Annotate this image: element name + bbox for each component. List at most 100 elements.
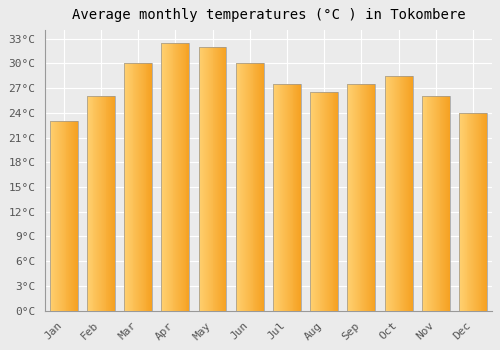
Bar	[99, 96, 100, 310]
Bar	[178, 43, 179, 310]
Bar	[392, 76, 393, 310]
Bar	[140, 63, 141, 310]
Bar	[94, 96, 96, 310]
Bar	[407, 76, 408, 310]
Bar	[428, 96, 430, 310]
Bar	[87, 96, 115, 310]
Bar	[398, 76, 400, 310]
Bar	[165, 43, 166, 310]
Bar	[408, 76, 409, 310]
Bar	[162, 43, 163, 310]
Bar	[209, 47, 210, 310]
Bar	[459, 113, 460, 310]
Bar	[362, 84, 364, 310]
Bar	[275, 84, 276, 310]
Bar	[258, 63, 259, 310]
Bar	[327, 92, 328, 310]
Bar	[125, 63, 126, 310]
Bar	[50, 121, 78, 310]
Bar	[405, 76, 406, 310]
Bar	[254, 63, 256, 310]
Bar	[172, 43, 174, 310]
Bar	[386, 76, 388, 310]
Bar	[260, 63, 261, 310]
Bar	[54, 121, 56, 310]
Bar	[397, 76, 398, 310]
Bar	[52, 121, 54, 310]
Bar	[430, 96, 431, 310]
Bar	[470, 113, 471, 310]
Bar	[311, 92, 312, 310]
Bar	[288, 84, 289, 310]
Bar	[76, 121, 78, 310]
Bar	[285, 84, 286, 310]
Bar	[110, 96, 111, 310]
Bar	[87, 96, 88, 310]
Bar	[182, 43, 183, 310]
Bar	[468, 113, 469, 310]
Bar	[198, 47, 200, 310]
Bar	[166, 43, 167, 310]
Bar	[358, 84, 360, 310]
Bar	[177, 43, 178, 310]
Bar	[249, 63, 250, 310]
Bar	[100, 96, 101, 310]
Bar	[384, 76, 386, 310]
Bar	[372, 84, 374, 310]
Bar	[142, 63, 143, 310]
Bar	[328, 92, 329, 310]
Bar	[250, 63, 252, 310]
Bar	[314, 92, 315, 310]
Bar	[438, 96, 440, 310]
Bar	[170, 43, 172, 310]
Bar	[203, 47, 204, 310]
Bar	[310, 92, 338, 310]
Bar	[246, 63, 247, 310]
Bar	[217, 47, 218, 310]
Bar	[167, 43, 168, 310]
Bar	[204, 47, 205, 310]
Bar	[129, 63, 130, 310]
Bar	[432, 96, 433, 310]
Bar	[366, 84, 367, 310]
Bar	[294, 84, 296, 310]
Bar	[464, 113, 466, 310]
Bar	[296, 84, 297, 310]
Bar	[179, 43, 180, 310]
Bar	[404, 76, 405, 310]
Bar	[88, 96, 89, 310]
Bar	[460, 113, 461, 310]
Bar	[348, 84, 376, 310]
Bar	[422, 96, 423, 310]
Bar	[326, 92, 327, 310]
Bar	[176, 43, 177, 310]
Bar	[247, 63, 248, 310]
Bar	[322, 92, 324, 310]
Bar	[355, 84, 356, 310]
Bar	[280, 84, 281, 310]
Bar	[222, 47, 223, 310]
Bar	[163, 43, 164, 310]
Bar	[367, 84, 368, 310]
Bar	[108, 96, 110, 310]
Bar	[256, 63, 257, 310]
Bar	[384, 76, 412, 310]
Bar	[180, 43, 181, 310]
Bar	[242, 63, 243, 310]
Bar	[325, 92, 326, 310]
Bar	[273, 84, 274, 310]
Bar	[442, 96, 444, 310]
Bar	[151, 63, 152, 310]
Bar	[364, 84, 365, 310]
Bar	[369, 84, 370, 310]
Bar	[324, 92, 325, 310]
Bar	[71, 121, 72, 310]
Bar	[424, 96, 426, 310]
Bar	[410, 76, 412, 310]
Bar	[287, 84, 288, 310]
Bar	[90, 96, 92, 310]
Bar	[138, 63, 139, 310]
Bar	[284, 84, 285, 310]
Bar	[114, 96, 115, 310]
Bar	[259, 63, 260, 310]
